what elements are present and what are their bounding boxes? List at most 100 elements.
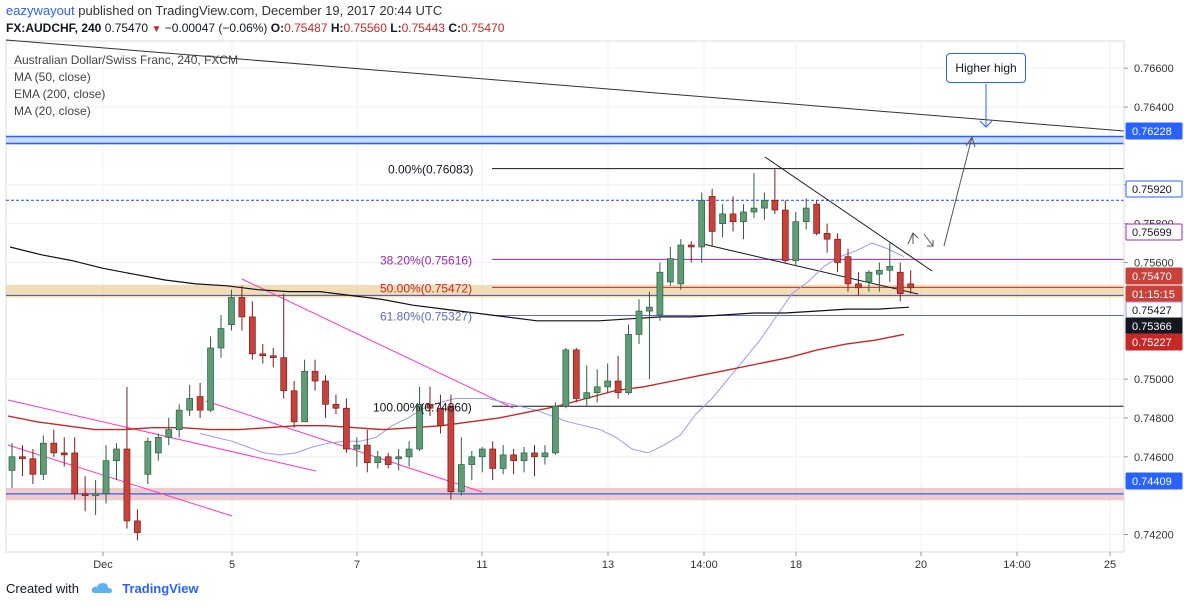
candle-body <box>437 407 444 427</box>
candle-body <box>635 310 643 335</box>
fib-level-label: 0.00%(0.76083) <box>388 163 473 177</box>
x-tick-label: 5 <box>229 559 235 571</box>
projection-arrow <box>943 136 973 247</box>
candle-body <box>907 283 915 289</box>
candle-body <box>447 405 455 493</box>
high-value: 0.75560 <box>343 21 387 35</box>
candle-body <box>593 386 601 394</box>
candle-body <box>834 238 841 263</box>
candle-body <box>823 233 831 240</box>
x-tick-label: 14:00 <box>1003 559 1031 571</box>
candle-body <box>343 407 350 450</box>
candle-body <box>238 297 246 318</box>
candle-body <box>8 456 16 471</box>
candle-body <box>175 409 183 430</box>
candle-body <box>562 349 570 407</box>
y-tick-label: 0.75000 <box>1134 374 1174 386</box>
price-badge-label: 0.74409 <box>1132 476 1172 488</box>
long-trend-line <box>5 39 1125 132</box>
candle-body <box>144 440 152 475</box>
candle-body <box>771 199 779 211</box>
y-tick-label: 0.75600 <box>1134 257 1174 269</box>
wedge-upper-line <box>7 399 317 472</box>
candle-body <box>301 370 308 423</box>
triangle-upper-line <box>764 156 933 272</box>
candle-body <box>510 454 517 462</box>
publish-info: eazywayout published on TradingView.com,… <box>6 3 442 18</box>
tradingview-cloud-icon <box>91 582 113 597</box>
y-tick-label: 0.74600 <box>1134 452 1174 464</box>
zones <box>6 135 1124 501</box>
candle-body <box>207 347 214 411</box>
candle-body <box>405 448 413 458</box>
price-badge-label: 0.75470 <box>1132 271 1172 283</box>
fib-level-label: 38.20%(0.75616) <box>380 253 472 267</box>
price-badge-label: 0.75427 <box>1132 305 1172 317</box>
candle-body <box>395 456 402 460</box>
fib-level-label: 50.00%(0.75472) <box>380 281 472 295</box>
candle-body <box>353 444 361 450</box>
candle-body <box>29 458 37 475</box>
candle-body <box>458 464 465 493</box>
candle-body <box>886 266 894 271</box>
candle-body <box>552 405 559 454</box>
x-tick-label: 18 <box>790 559 802 571</box>
candle-body <box>583 392 591 399</box>
down-triangle-icon: ▼ <box>151 24 162 35</box>
candle-body <box>228 297 235 326</box>
x-tick-label: 14:00 <box>690 559 718 571</box>
higher-high-callout[interactable]: Higher high <box>946 53 1026 83</box>
candle-body <box>614 380 622 394</box>
high-label: H: <box>330 21 344 35</box>
price-badge <box>1125 122 1183 140</box>
candle-body <box>60 452 68 456</box>
price-badges: 0.76228 0.75920 0.75699 0.75470 01:15:15 0.75… <box>1125 122 1183 490</box>
candle-body <box>478 448 486 458</box>
candle-body <box>489 448 497 469</box>
candle-body <box>249 316 256 355</box>
author-link[interactable]: eazywayout <box>6 3 75 18</box>
candle-body <box>50 442 58 454</box>
fib-labels: 0.00%(0.76083) 38.20%(0.75616) 50.00%(0.75… <box>373 163 473 415</box>
price-badge-label: 01:15:15 <box>1132 289 1175 301</box>
small-up-arrow-icon <box>907 232 919 245</box>
price-badge-label: 0.75366 <box>1132 321 1172 333</box>
candle-body <box>81 493 89 497</box>
candle-body <box>792 221 800 261</box>
price-badge <box>1125 472 1183 490</box>
candle-body <box>363 444 371 463</box>
arrow-head-icon <box>965 135 976 148</box>
y-tick-label: 0.76400 <box>1134 102 1174 114</box>
candle-body <box>217 328 225 349</box>
x-tick-label: 20 <box>915 559 927 571</box>
channel-upper-line <box>241 278 514 409</box>
triangle-lower-line <box>702 243 919 295</box>
price-badge <box>1125 333 1183 351</box>
x-tick-label: 7 <box>354 559 360 571</box>
ma50-line <box>199 242 905 456</box>
x-tick-label: 13 <box>602 559 614 571</box>
y-tick-label: 0.74800 <box>1134 413 1174 425</box>
price-badge <box>1125 180 1183 198</box>
price-badge-label: 0.76228 <box>1132 126 1172 138</box>
candle-body <box>781 209 789 261</box>
candle-body <box>855 283 862 289</box>
candle-body <box>102 460 110 495</box>
price-badge-label: 0.75920 <box>1132 184 1172 196</box>
tradingview-brand-link[interactable]: TradingView <box>122 581 199 596</box>
fib-level-label: 100.00%(0.74860) <box>373 400 472 414</box>
candle-body <box>134 520 141 533</box>
candle-body <box>802 207 810 223</box>
candle-body <box>750 207 758 213</box>
y-tick-label: 0.76600 <box>1134 63 1174 75</box>
footer: Created with TradingView <box>6 581 199 597</box>
candle-body <box>541 452 549 458</box>
x-tick-label: Dec <box>93 559 113 571</box>
candle-body <box>259 353 267 357</box>
legend-title: Australian Dollar/Swiss Franc, 240, FXCM <box>14 53 239 67</box>
price-badge-label: 0.75227 <box>1132 337 1172 349</box>
legend-ma20: MA (20, close) <box>14 104 91 118</box>
indicators <box>7 242 910 456</box>
candle-body <box>875 269 883 275</box>
